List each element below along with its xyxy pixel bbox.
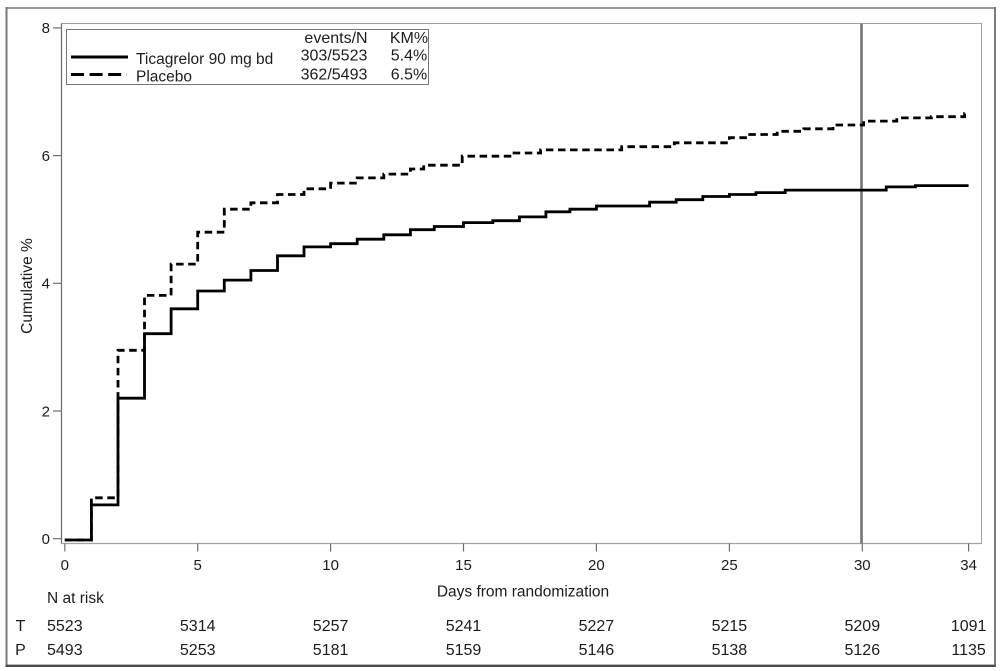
svg-text:5146: 5146 xyxy=(579,642,615,659)
svg-text:5159: 5159 xyxy=(446,642,482,659)
svg-text:Days from randomization: Days from randomization xyxy=(437,584,609,601)
svg-text:events/N: events/N xyxy=(304,30,367,47)
svg-text:5.4%: 5.4% xyxy=(391,48,427,65)
svg-text:0: 0 xyxy=(61,557,69,574)
svg-text:KM%: KM% xyxy=(390,30,428,47)
svg-text:5314: 5314 xyxy=(180,618,216,635)
svg-text:T: T xyxy=(16,618,26,635)
svg-text:Placebo: Placebo xyxy=(136,69,192,86)
svg-text:10: 10 xyxy=(322,557,339,574)
svg-text:5523: 5523 xyxy=(47,618,83,635)
svg-text:5257: 5257 xyxy=(313,618,349,635)
svg-text:Cumulative %: Cumulative % xyxy=(19,238,36,334)
svg-text:4: 4 xyxy=(42,276,50,293)
svg-text:6.5%: 6.5% xyxy=(391,67,427,84)
svg-text:0: 0 xyxy=(42,531,50,548)
svg-text:34: 34 xyxy=(960,557,977,574)
svg-text:5138: 5138 xyxy=(712,642,748,659)
svg-text:5126: 5126 xyxy=(845,642,881,659)
svg-text:1091: 1091 xyxy=(951,618,987,635)
svg-text:5227: 5227 xyxy=(579,618,615,635)
svg-text:15: 15 xyxy=(455,557,472,574)
svg-text:5241: 5241 xyxy=(446,618,482,635)
svg-text:P: P xyxy=(15,642,26,659)
svg-text:30: 30 xyxy=(854,557,871,574)
svg-text:1135: 1135 xyxy=(951,642,986,659)
svg-text:N at risk: N at risk xyxy=(47,590,104,607)
svg-text:5: 5 xyxy=(194,557,202,574)
svg-text:25: 25 xyxy=(721,557,738,574)
svg-text:5209: 5209 xyxy=(845,618,881,635)
svg-text:5215: 5215 xyxy=(712,618,748,635)
svg-text:6: 6 xyxy=(42,148,50,165)
svg-text:2: 2 xyxy=(42,403,50,420)
svg-text:20: 20 xyxy=(588,557,605,574)
svg-text:362/5493: 362/5493 xyxy=(301,67,368,84)
svg-text:5493: 5493 xyxy=(47,642,83,659)
svg-text:Ticagrelor 90 mg bd: Ticagrelor 90 mg bd xyxy=(136,51,273,68)
svg-text:5253: 5253 xyxy=(180,642,216,659)
svg-text:303/5523: 303/5523 xyxy=(301,48,368,65)
svg-text:8: 8 xyxy=(42,20,50,37)
svg-text:5181: 5181 xyxy=(313,642,349,659)
